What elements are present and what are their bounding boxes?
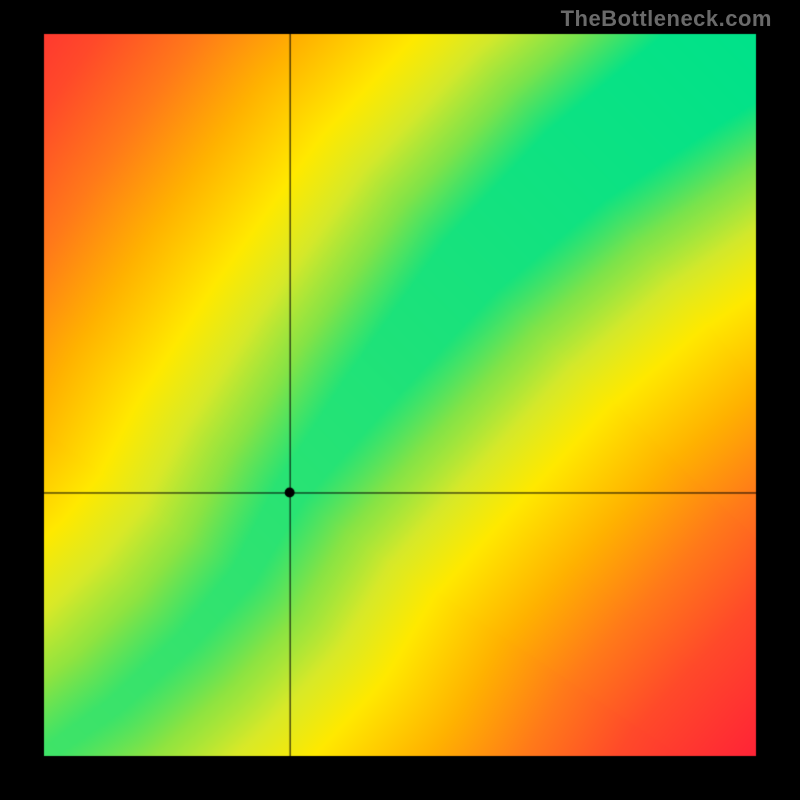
- bottleneck-heatmap: [0, 0, 800, 800]
- chart-container: TheBottleneck.com: [0, 0, 800, 800]
- watermark-text: TheBottleneck.com: [561, 6, 772, 32]
